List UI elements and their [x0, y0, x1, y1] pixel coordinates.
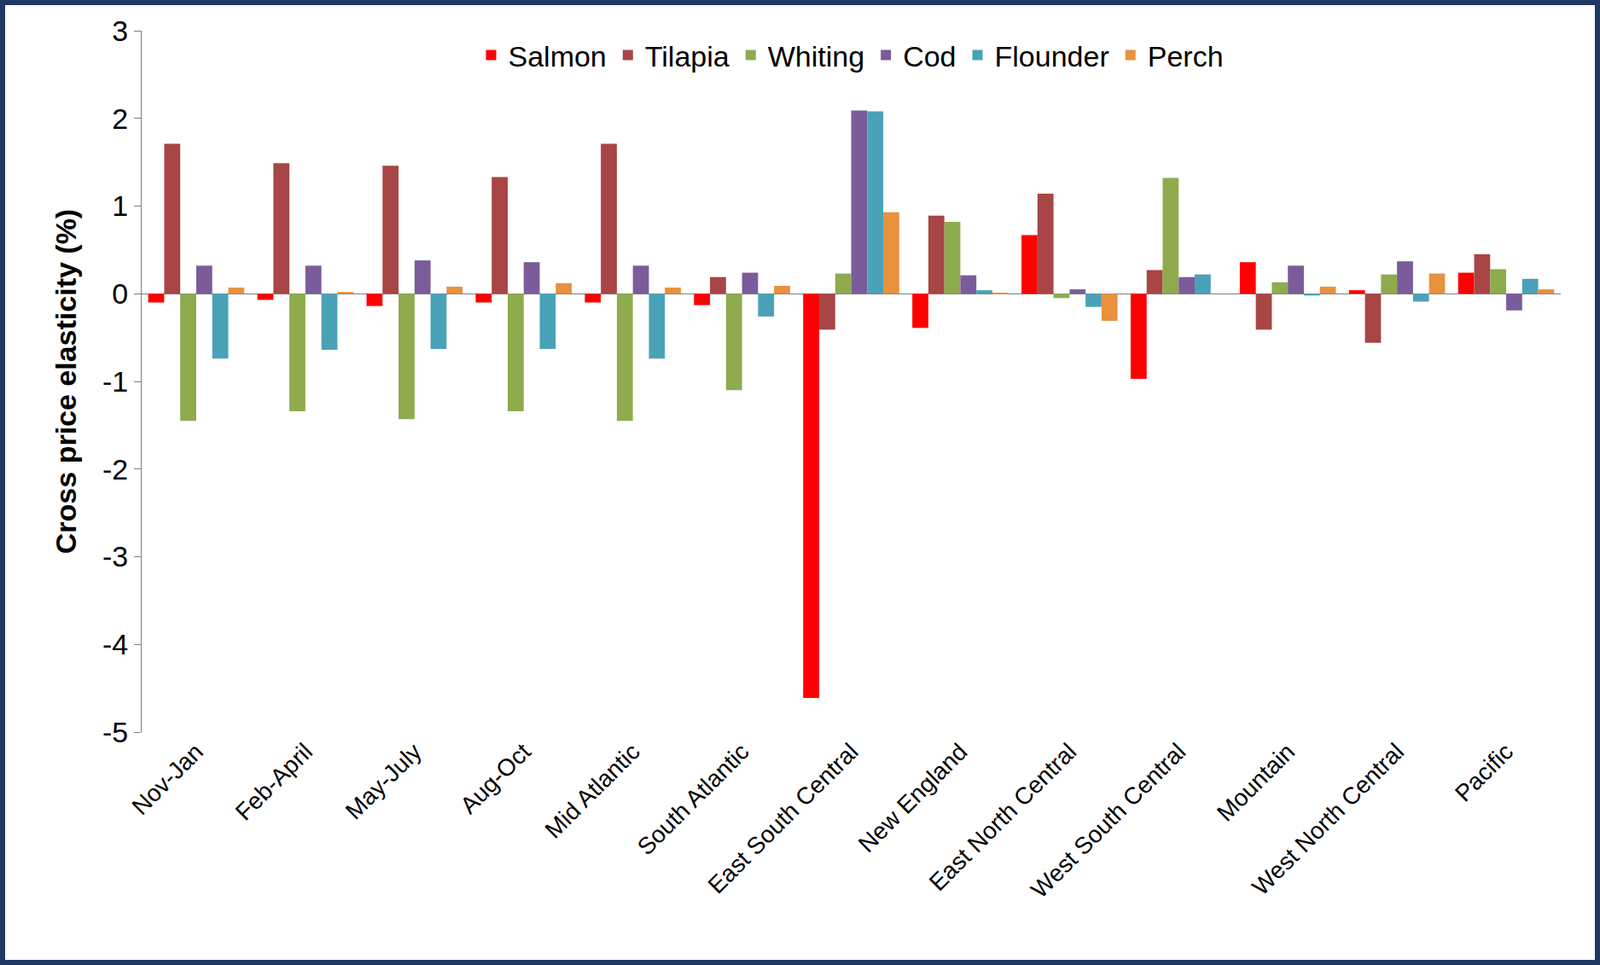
svg-text:Tilapia: Tilapia — [645, 40, 730, 73]
svg-text:Cross price elasticity (%): Cross price elasticity (%) — [49, 209, 82, 554]
svg-text:Aug-Oct: Aug-Oct — [454, 738, 536, 820]
svg-text:West South Central: West South Central — [1025, 738, 1191, 903]
svg-text:Nov-Jan: Nov-Jan — [126, 738, 209, 821]
svg-text:-5: -5 — [102, 715, 128, 749]
svg-text:-2: -2 — [102, 453, 128, 486]
svg-text:Mountain: Mountain — [1211, 738, 1300, 827]
svg-text:Feb-April: Feb-April — [230, 738, 318, 826]
svg-text:New England: New England — [853, 738, 973, 858]
svg-text:2: 2 — [111, 102, 128, 135]
svg-text:3: 3 — [111, 14, 128, 47]
svg-text:Salmon: Salmon — [508, 40, 607, 73]
svg-text:May-July: May-July — [340, 738, 427, 825]
svg-text:0: 0 — [111, 277, 128, 310]
svg-text:-4: -4 — [102, 628, 128, 661]
svg-text:West North Central: West North Central — [1246, 738, 1409, 901]
svg-text:East South Central: East South Central — [703, 738, 864, 899]
svg-text:Flounder: Flounder — [994, 40, 1110, 73]
svg-text:Pacific: Pacific — [1449, 738, 1519, 807]
svg-text:Perch: Perch — [1147, 40, 1224, 73]
svg-text:-3: -3 — [102, 540, 128, 573]
svg-text:Cod: Cod — [902, 40, 956, 73]
svg-text:-1: -1 — [102, 365, 128, 398]
svg-text:East North Central: East North Central — [924, 738, 1083, 896]
svg-text:South Atlantic: South Atlantic — [632, 738, 755, 861]
svg-text:Whiting: Whiting — [768, 40, 865, 73]
svg-text:Mid Atlantic: Mid Atlantic — [540, 738, 646, 844]
svg-text:1: 1 — [111, 189, 128, 222]
